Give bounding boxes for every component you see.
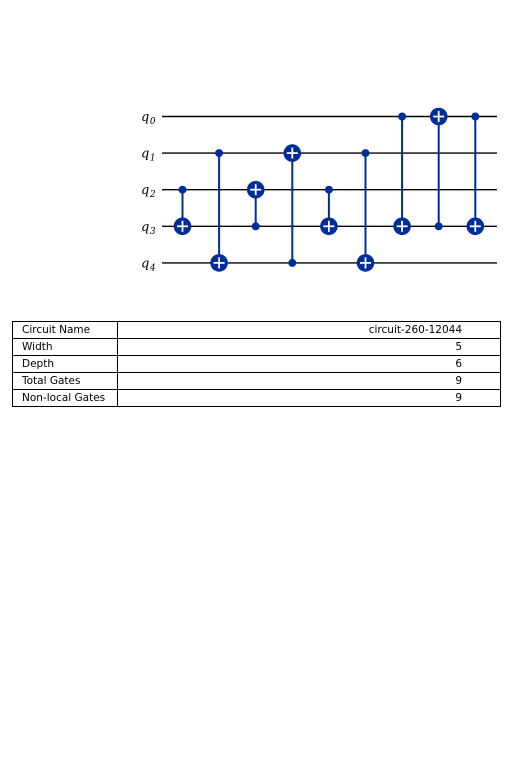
non-local-gates-value: 9 <box>117 389 501 407</box>
qubit-label-2: q2 <box>141 183 156 200</box>
control-dot-5 <box>361 149 370 158</box>
control-dot-2 <box>251 222 260 231</box>
qubit-label-4: q4 <box>141 256 156 273</box>
table-row-total-gates: Total Gates 9 <box>12 372 501 390</box>
table-row-width: Width 5 <box>12 338 501 356</box>
qubit-label-0: q0 <box>141 110 156 127</box>
quantum-circuit-diagram: q0 q1 q2 q3 q4 <box>141 107 497 273</box>
control-dot-0 <box>178 185 187 194</box>
table-row-depth: Depth 6 <box>12 355 501 373</box>
control-dot-6 <box>398 112 407 121</box>
control-dot-8 <box>471 112 480 121</box>
circuit-name-label: Circuit Name <box>12 321 118 339</box>
control-dot-4 <box>324 185 333 194</box>
control-dot-1 <box>215 149 224 158</box>
table-row-circuit-name: Circuit Name circuit-260-12044 <box>12 321 501 339</box>
total-gates-value: 9 <box>117 372 501 390</box>
control-dot-7 <box>434 222 443 231</box>
depth-label: Depth <box>12 355 118 373</box>
total-gates-label: Total Gates <box>12 372 118 390</box>
width-label: Width <box>12 338 118 356</box>
table-row-non-local-gates: Non-local Gates 9 <box>12 389 501 407</box>
width-value: 5 <box>117 338 501 356</box>
circuit-name-value: circuit-260-12044 <box>117 321 501 339</box>
depth-value: 6 <box>117 355 501 373</box>
qubit-label-1: q1 <box>141 147 156 164</box>
control-dot-3 <box>288 258 297 267</box>
non-local-gates-label: Non-local Gates <box>12 389 118 407</box>
circuit-info-table: Circuit Name circuit-260-12044 Width 5 D… <box>12 321 501 407</box>
qubit-label-3: q3 <box>141 220 156 237</box>
